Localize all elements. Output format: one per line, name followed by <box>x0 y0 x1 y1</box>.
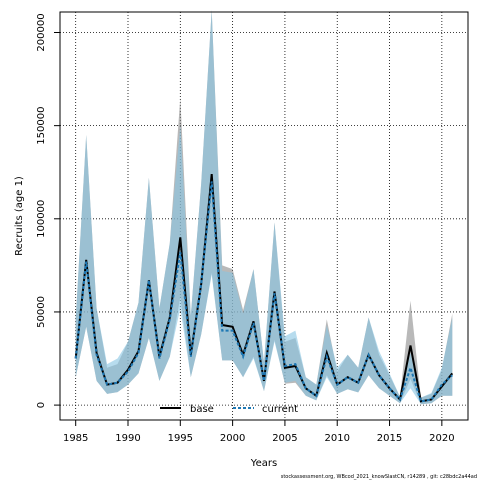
y-tick-label: 200000 <box>36 13 47 51</box>
band-current <box>75 10 453 405</box>
y-axis: 0 50000 100000 150000 200000 <box>36 13 60 408</box>
footer-credit: stockassessment.org, WBcod_2021_knowSlas… <box>281 474 477 480</box>
x-tick-label: 2015 <box>377 433 402 444</box>
x-tick-label: 1990 <box>115 433 140 444</box>
y-tick-label: 50000 <box>36 296 47 328</box>
y-tick-label: 150000 <box>36 107 47 145</box>
x-axis: 1985 1990 1995 2000 2005 2010 2015 2020 <box>63 420 455 444</box>
x-tick-label: 2000 <box>220 433 245 444</box>
legend-base-label: base <box>190 404 214 415</box>
confidence-bands <box>75 10 453 405</box>
x-tick-label: 1985 <box>63 433 88 444</box>
series-lines <box>74 174 454 403</box>
x-tick-label: 2020 <box>429 433 454 444</box>
line-current <box>74 181 453 403</box>
y-tick-label: 0 <box>36 402 47 408</box>
x-tick-label: 1995 <box>168 433 193 444</box>
legend: base current <box>160 404 298 415</box>
legend-current-label: current <box>262 404 298 415</box>
x-tick-label: 2005 <box>272 433 297 444</box>
x-tick-label: 2010 <box>325 433 350 444</box>
plot-frame <box>59 11 469 421</box>
y-axis-title: Recruits (age 1) <box>14 176 25 256</box>
x-axis-title: Years <box>250 458 277 469</box>
y-tick-label: 100000 <box>36 200 47 238</box>
